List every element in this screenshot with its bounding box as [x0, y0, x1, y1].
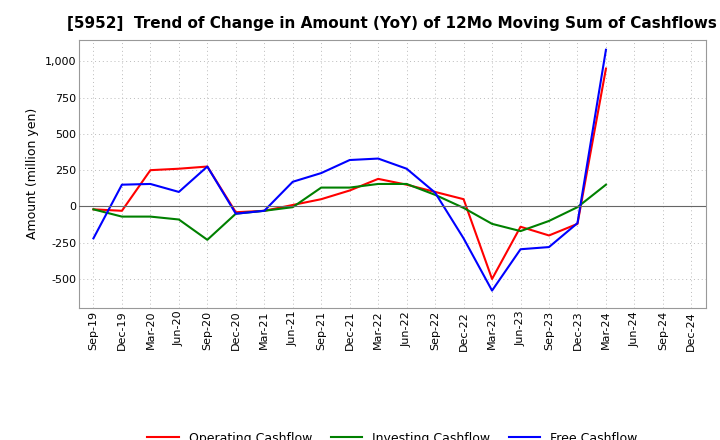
Free Cashflow [545, 245, 554, 250]
Free Cashflow [232, 211, 240, 216]
Line: Investing Cashflow: Investing Cashflow [94, 184, 606, 240]
Operating Cashflow [317, 197, 325, 202]
Free Cashflow [203, 164, 212, 169]
Operating Cashflow [289, 202, 297, 208]
Free Cashflow [146, 181, 155, 187]
Free Cashflow [602, 47, 611, 52]
Operating Cashflow [89, 207, 98, 212]
Investing Cashflow [89, 207, 98, 212]
Operating Cashflow [374, 176, 382, 182]
Investing Cashflow [431, 192, 439, 198]
Free Cashflow [174, 189, 183, 194]
Operating Cashflow [260, 208, 269, 213]
Title: [5952]  Trend of Change in Amount (YoY) of 12Mo Moving Sum of Cashflows: [5952] Trend of Change in Amount (YoY) o… [68, 16, 717, 32]
Operating Cashflow [431, 189, 439, 194]
Investing Cashflow [487, 221, 496, 227]
Operating Cashflow [459, 197, 468, 202]
Operating Cashflow [545, 233, 554, 238]
Operating Cashflow [146, 168, 155, 173]
Investing Cashflow [317, 185, 325, 190]
Investing Cashflow [146, 214, 155, 219]
Investing Cashflow [602, 182, 611, 187]
Investing Cashflow [573, 205, 582, 210]
Line: Operating Cashflow: Operating Cashflow [94, 69, 606, 279]
Operating Cashflow [203, 164, 212, 169]
Investing Cashflow [117, 214, 126, 219]
Free Cashflow [459, 236, 468, 241]
Investing Cashflow [516, 228, 525, 234]
Operating Cashflow [174, 166, 183, 171]
Investing Cashflow [260, 208, 269, 213]
Legend: Operating Cashflow, Investing Cashflow, Free Cashflow: Operating Cashflow, Investing Cashflow, … [143, 427, 642, 440]
Operating Cashflow [232, 209, 240, 215]
Free Cashflow [317, 170, 325, 176]
Investing Cashflow [174, 217, 183, 222]
Free Cashflow [431, 190, 439, 195]
Free Cashflow [374, 156, 382, 161]
Operating Cashflow [346, 188, 354, 193]
Y-axis label: Amount (million yen): Amount (million yen) [27, 108, 40, 239]
Investing Cashflow [232, 211, 240, 216]
Investing Cashflow [346, 185, 354, 190]
Operating Cashflow [573, 221, 582, 227]
Free Cashflow [573, 220, 582, 226]
Investing Cashflow [402, 181, 411, 187]
Free Cashflow [516, 246, 525, 252]
Free Cashflow [117, 182, 126, 187]
Free Cashflow [260, 208, 269, 213]
Investing Cashflow [374, 181, 382, 187]
Investing Cashflow [459, 205, 468, 210]
Investing Cashflow [203, 237, 212, 242]
Free Cashflow [89, 236, 98, 241]
Operating Cashflow [516, 224, 525, 229]
Line: Free Cashflow: Free Cashflow [94, 50, 606, 290]
Operating Cashflow [487, 276, 496, 282]
Investing Cashflow [289, 205, 297, 210]
Free Cashflow [346, 158, 354, 163]
Free Cashflow [289, 179, 297, 184]
Investing Cashflow [545, 218, 554, 224]
Free Cashflow [402, 166, 411, 171]
Operating Cashflow [602, 66, 611, 71]
Operating Cashflow [402, 182, 411, 187]
Operating Cashflow [117, 208, 126, 213]
Free Cashflow [487, 288, 496, 293]
